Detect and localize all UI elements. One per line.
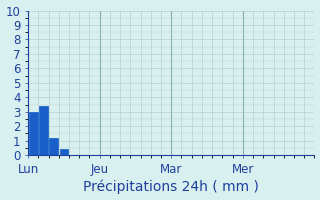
Bar [60,149,68,155]
Bar [29,112,37,155]
Bar [39,106,48,155]
Bar [49,138,58,155]
X-axis label: Précipitations 24h ( mm ): Précipitations 24h ( mm ) [83,180,259,194]
